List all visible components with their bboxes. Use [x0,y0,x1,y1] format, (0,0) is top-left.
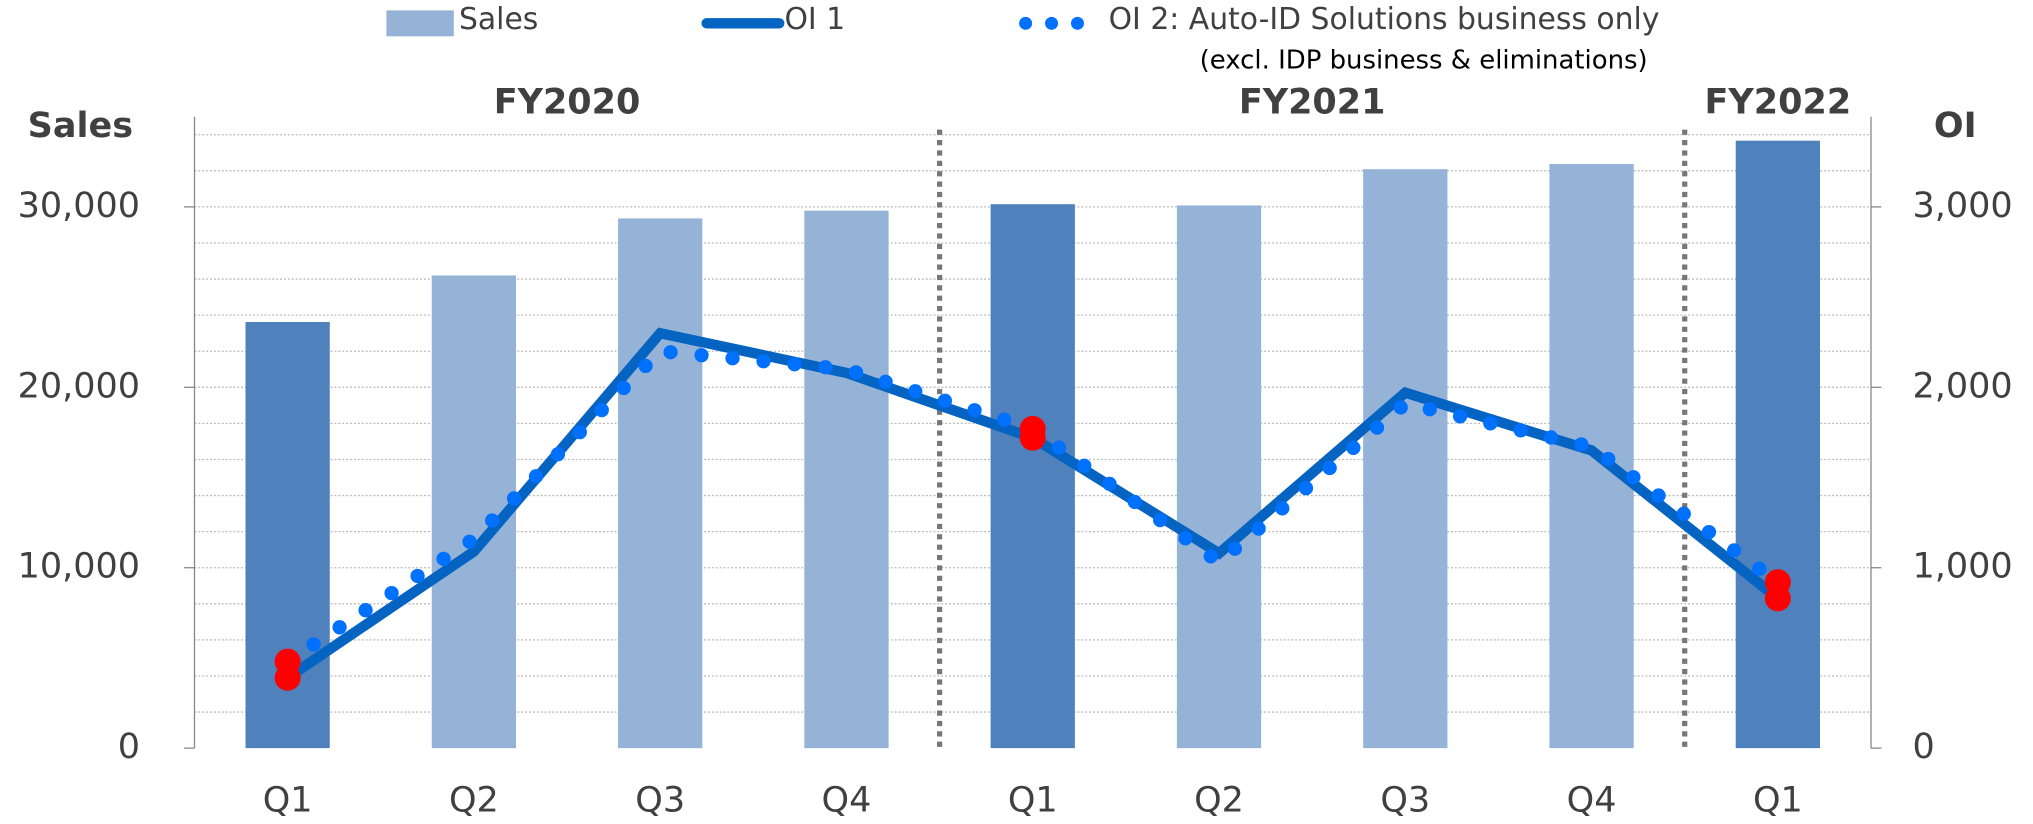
bar [804,210,889,749]
highlight-point [1764,569,1791,596]
bar [618,218,703,749]
highlight-point [274,648,301,675]
legend-swatch [1070,16,1084,30]
bar [990,204,1075,749]
x-tick-label: Q3 [1380,780,1430,820]
y-tick-label: 0 [118,727,140,767]
y2-tick-label: 3,000 [1912,186,2012,226]
x-tick-label: Q3 [635,780,685,820]
legend-label: Sales [459,2,538,37]
x-tick-label: Q2 [449,780,499,820]
group-label: FY2021 [1239,83,1386,123]
x-tick-label: Q4 [1567,780,1617,820]
legend-note: (excl. IDP business & eliminations) [1200,45,1648,75]
y2-tick-label: 0 [1912,727,1934,767]
y-tick-label: 30,000 [18,186,140,226]
legend-label: OI 2: Auto-ID Solutions business only [1109,2,1660,37]
legend-swatch [1045,16,1059,30]
y2-axis-title: OI [1934,106,1977,146]
y-axis-title: Sales [28,106,133,146]
legend-swatch [1019,16,1033,30]
x-tick-label: Q1 [263,780,313,820]
bar [1176,205,1262,749]
highlight-point [1019,415,1046,442]
y-tick-label: 10,000 [18,547,140,587]
bar [1735,140,1820,749]
chart-body: 0 10,000 20,000 30,000 0 1,000 2,000 3,000 Sales… [18,2,2013,820]
y2-tick-label: 1,000 [1912,547,2012,587]
legend-label: OI 1 [784,2,845,37]
x-tick-label: Q1 [1008,780,1058,820]
y2-tick-label: 2,000 [1912,366,2012,406]
bar [1363,169,1448,749]
x-tick-label: Q4 [822,780,872,820]
x-tick-label: Q1 [1753,780,1803,820]
group-label: FY2020 [494,83,641,123]
legend-swatch [386,10,454,37]
y-tick-label: 20,000 [18,366,140,406]
group-label: FY2022 [1705,83,1852,123]
x-tick-label: Q2 [1194,780,1244,820]
